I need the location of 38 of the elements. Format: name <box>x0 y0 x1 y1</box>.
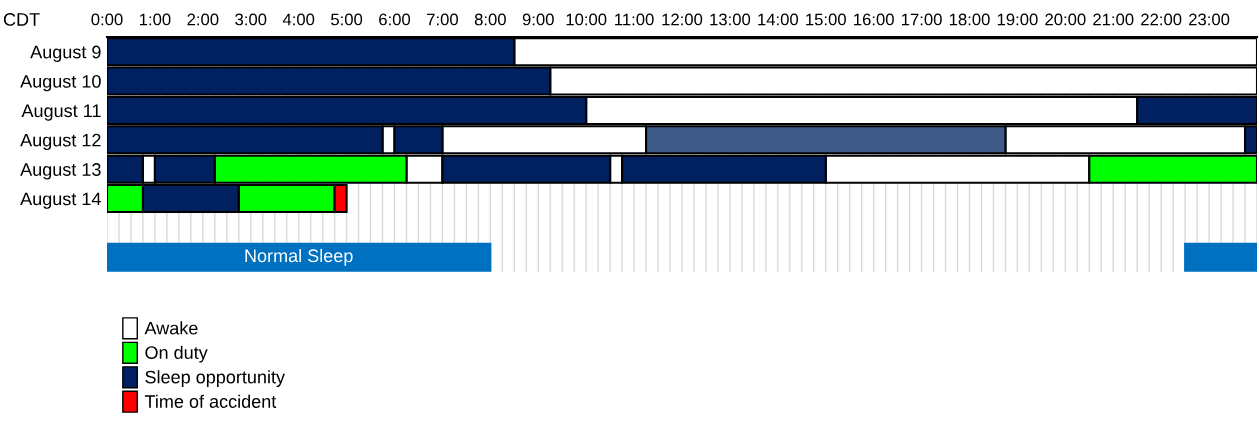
x-tick-label: 5:00 <box>331 13 363 26</box>
y-tick-label: August 14 <box>20 192 101 209</box>
x-tick-label: 1:00 <box>139 13 171 26</box>
x-tick-label: 13:00 <box>710 13 751 26</box>
x-tick-label: 2:00 <box>187 13 219 26</box>
y-tick-label: August 11 <box>21 104 101 121</box>
x-tick-label: 14:00 <box>758 13 799 26</box>
x-tick-label: 16:00 <box>854 13 894 26</box>
series-label: Normal Sleep <box>245 248 353 266</box>
x-tick-label: 21:00 <box>1093 13 1134 26</box>
x-tick-label: 12:00 <box>662 13 703 26</box>
x-tick-label: 0:00 <box>91 13 123 26</box>
x-tick-label: 22:00 <box>1141 13 1182 26</box>
y-tick-label: August 12 <box>20 133 101 151</box>
x-tick-label: 23:00 <box>1189 13 1230 26</box>
y-tick-label: August 9 <box>30 45 101 62</box>
x-tick-label: 17:00 <box>902 13 942 26</box>
x-tick-label: 7:00 <box>427 13 458 26</box>
x-tick-label: 8:00 <box>474 13 506 26</box>
y-axis-title: CDT <box>3 13 40 26</box>
bar <box>107 242 492 272</box>
y-tick-label: August 10 <box>20 75 101 92</box>
x-tick-label: 4:00 <box>282 13 315 26</box>
x-tick-label: 19:00 <box>997 13 1038 26</box>
y-tick-label: August 13 <box>20 163 101 180</box>
x-tick-label: 11:00 <box>615 13 654 26</box>
legend-label: Awake <box>144 321 198 335</box>
x-tick-label: 10:00 <box>566 13 607 26</box>
x-tick-label: 3:00 <box>235 13 267 26</box>
x-tick-label: 9:00 <box>522 13 554 26</box>
bar <box>1184 242 1257 272</box>
x-tick-label: 20:00 <box>1045 13 1086 26</box>
legend-label: On duty <box>145 345 208 363</box>
x-tick-label: 6:00 <box>379 13 411 26</box>
x-tick-label: 15:00 <box>806 13 846 26</box>
legend-label: Sleep opportunity <box>145 370 285 388</box>
legend-label: Time of accident <box>144 394 277 408</box>
x-tick-label: 18:00 <box>949 13 990 26</box>
